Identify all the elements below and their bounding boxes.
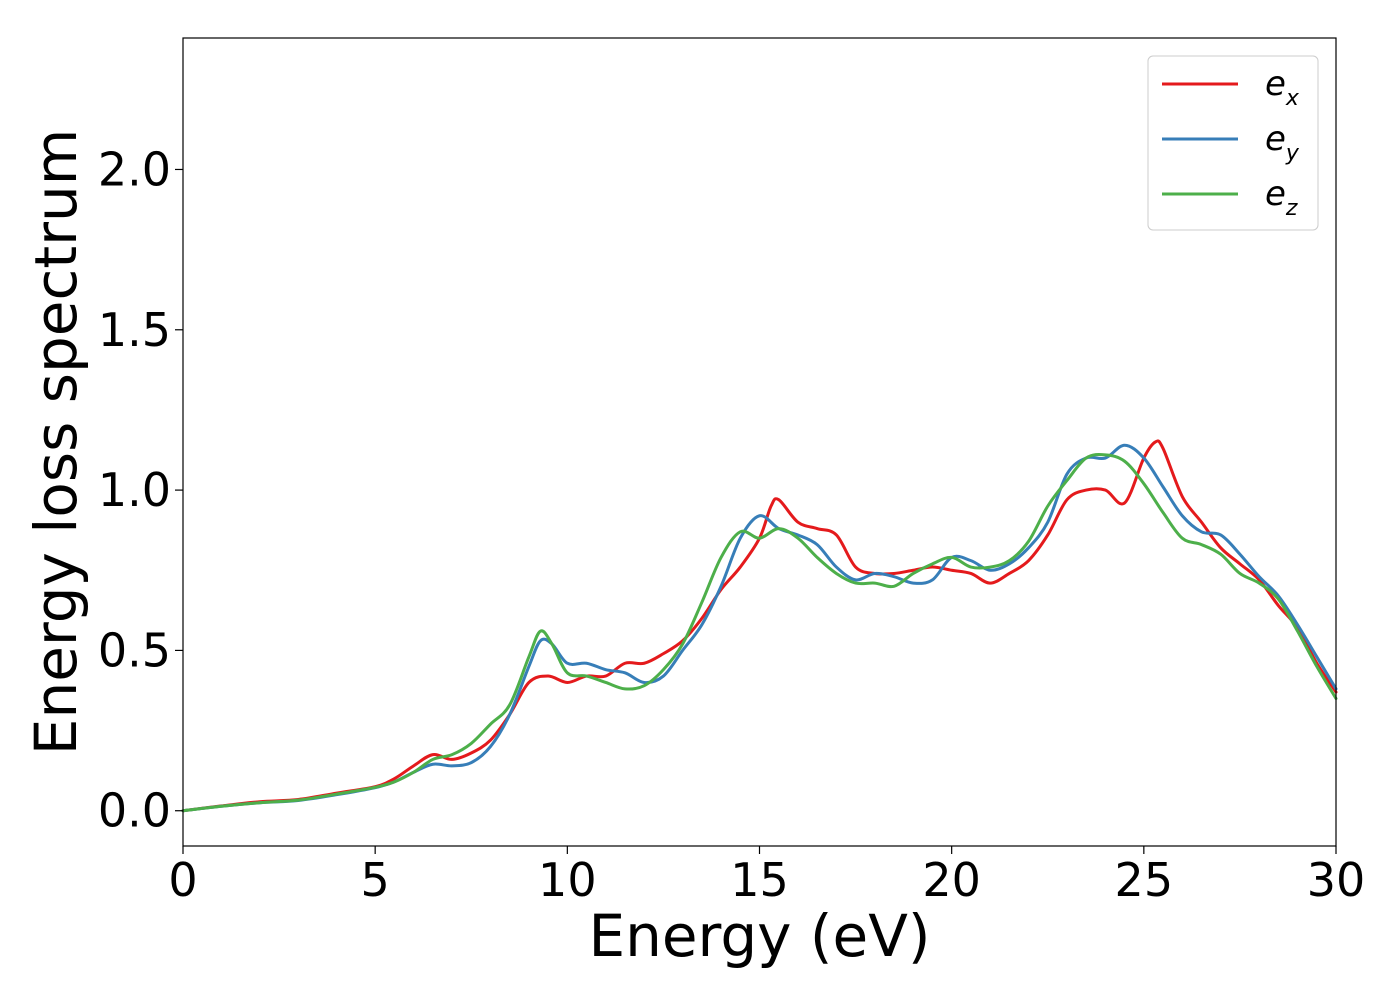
y-tick-label: 0.0 <box>98 784 171 838</box>
y-tick-label: 1.0 <box>98 463 171 517</box>
x-axis: 0 5 10 15 20 25 30 <box>168 846 1365 907</box>
x-tick-label: 0 <box>168 853 197 907</box>
series-line-x <box>181 439 1338 813</box>
legend-frame <box>1147 55 1319 231</box>
series-line-z <box>181 452 1338 813</box>
y-axis: 0.0 0.5 1.0 1.5 2.0 <box>98 142 183 838</box>
y-tick-label: 2.0 <box>98 142 171 196</box>
x-tick-label: 25 <box>1115 853 1174 907</box>
y-axis-title: Energy loss spectrum <box>22 129 90 755</box>
y-tick-label: 1.5 <box>98 303 171 357</box>
x-tick-label: 20 <box>922 853 981 907</box>
series-line-y <box>181 443 1338 813</box>
y-tick-label: 0.5 <box>98 623 171 677</box>
x-tick-label: 10 <box>538 853 597 907</box>
x-tick-label: 5 <box>361 853 390 907</box>
x-tick-label: 15 <box>730 853 789 907</box>
x-tick-label: 30 <box>1307 853 1366 907</box>
x-axis-title: Energy (eV) <box>588 902 930 970</box>
